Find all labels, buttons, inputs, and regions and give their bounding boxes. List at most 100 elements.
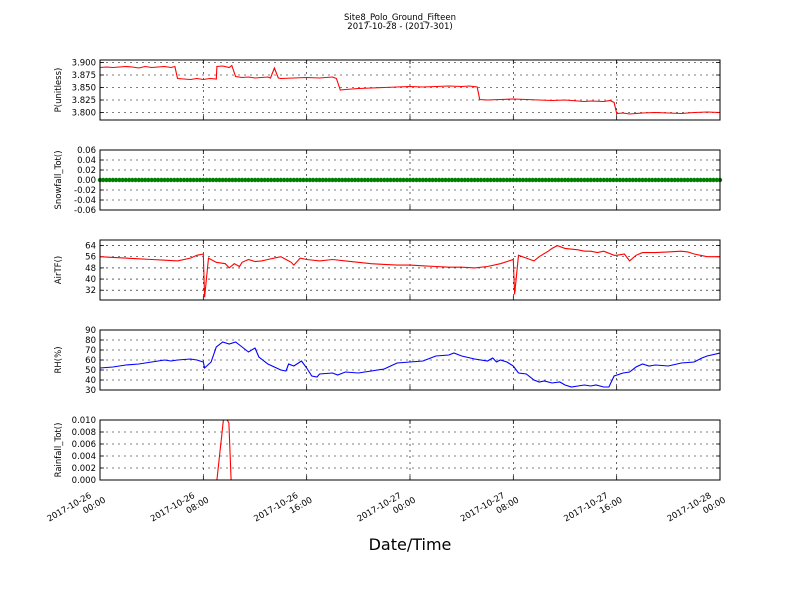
data-point: [323, 177, 329, 183]
data-point: [469, 177, 474, 183]
data-point: [495, 177, 500, 183]
data-point: [692, 177, 697, 183]
data-point: [411, 177, 416, 183]
data-point: [627, 177, 632, 183]
data-point: [598, 177, 603, 183]
data-point: [569, 177, 574, 183]
y-tick-label: 0.010: [72, 416, 96, 426]
data-point: [653, 177, 658, 183]
y-tick-label: 0.006: [72, 440, 96, 450]
data-point: [130, 177, 135, 183]
data-point: [498, 177, 503, 183]
data-point: [149, 177, 154, 183]
y-tick-label: 40: [85, 376, 96, 386]
data-point: [175, 177, 180, 183]
data-point: [307, 177, 313, 183]
data-point: [107, 177, 112, 183]
data-point: [507, 177, 513, 183]
data-point: [485, 177, 490, 183]
data-point: [640, 177, 645, 183]
data-point: [459, 177, 464, 183]
data-point: [436, 177, 442, 183]
data-point: [310, 177, 316, 183]
data-point: [572, 177, 577, 183]
y-axis-label: AirTF(): [54, 256, 64, 284]
data-point: [349, 177, 355, 183]
data-point: [453, 177, 458, 183]
data-point: [336, 177, 342, 183]
data-point: [430, 177, 435, 183]
chart-subtitle: 2017-10-28 - (2017-301): [347, 22, 452, 32]
panel-frame: [99, 419, 721, 481]
data-point: [281, 177, 287, 183]
panel-frame: [99, 59, 721, 121]
data-point: [537, 177, 542, 183]
y-axis-label: RH(%): [54, 346, 64, 373]
data-point: [298, 177, 303, 183]
data-point: [104, 177, 109, 183]
data-point: [236, 177, 242, 183]
data-point: [524, 177, 529, 183]
data-point: [482, 177, 487, 183]
data-point: [152, 177, 158, 183]
data-point: [446, 177, 451, 183]
data-point: [139, 177, 145, 183]
data-point: [701, 177, 707, 183]
data-point: [375, 177, 380, 183]
data-point: [243, 177, 248, 183]
data-point: [391, 177, 397, 183]
x-axis-label: Date/Time: [369, 535, 452, 554]
data-point: [356, 177, 361, 183]
y-tick-label: 0.02: [77, 166, 96, 176]
y-tick-label: 40: [85, 275, 96, 285]
data-point: [549, 177, 555, 183]
series-points: [97, 177, 723, 183]
data-point: [685, 177, 690, 183]
data-point: [404, 177, 409, 183]
y-tick-label: -0.04: [74, 196, 96, 206]
data-point: [601, 177, 606, 183]
data-point: [656, 177, 661, 183]
data-point: [197, 177, 203, 183]
data-point: [159, 177, 164, 183]
data-point: [278, 177, 283, 183]
data-point: [711, 177, 716, 183]
data-point: [643, 177, 648, 183]
y-tick-label: 30: [85, 386, 96, 396]
data-point: [662, 177, 668, 183]
panel-frame: [99, 329, 721, 391]
y-tick-label: 32: [85, 286, 96, 296]
data-point: [423, 177, 429, 183]
data-point: [646, 177, 652, 183]
data-point: [433, 177, 438, 183]
data-point: [543, 177, 548, 183]
y-tick-label: 0.002: [72, 464, 96, 474]
data-point: [181, 177, 187, 183]
data-point: [343, 177, 348, 183]
data-point: [227, 177, 232, 183]
data-point: [288, 177, 293, 183]
data-point: [385, 177, 390, 183]
data-point: [178, 177, 183, 183]
y-tick-label: 60: [85, 356, 96, 366]
data-point: [230, 177, 235, 183]
data-point: [566, 177, 571, 183]
data-point: [553, 177, 558, 183]
data-point: [320, 177, 325, 183]
data-point: [611, 177, 616, 183]
data-point: [382, 177, 387, 183]
data-point: [443, 177, 448, 183]
data-point: [511, 177, 516, 183]
y-tick-label: 0.04: [77, 156, 96, 166]
data-point: [246, 177, 251, 183]
data-point: [630, 177, 635, 183]
data-point: [604, 177, 610, 183]
data-point: [256, 177, 261, 183]
data-point: [659, 177, 665, 183]
data-point: [465, 177, 471, 183]
x-tick-label: 2017-10-2716:00: [562, 486, 624, 534]
y-axis-label: P(unitless): [54, 68, 64, 113]
data-point: [608, 177, 613, 183]
data-point: [666, 177, 671, 183]
